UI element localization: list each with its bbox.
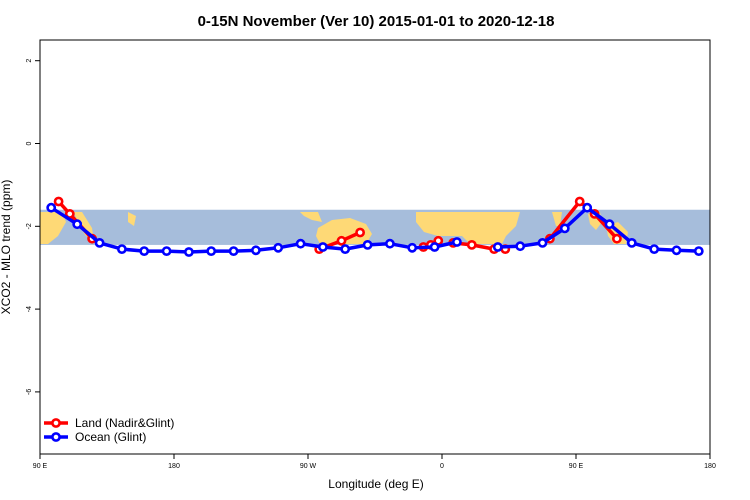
data-point (559, 223, 570, 234)
data-point (336, 235, 347, 246)
x-tick-label: 180 (168, 463, 180, 470)
y-tick-label: -4 (26, 306, 33, 312)
legend-swatch-marker (51, 418, 61, 428)
y-tick-label: -2 (26, 223, 33, 229)
data-point (362, 239, 373, 250)
data-point (429, 242, 440, 252)
x-axis-label: Longitude (deg E) (328, 477, 423, 491)
y-axis: -6 -4 -2 0 2 (26, 59, 40, 395)
data-point (466, 239, 477, 250)
data-point (53, 196, 64, 207)
data-point (161, 246, 172, 256)
y-tick-label: 2 (26, 59, 33, 63)
chart-title: 0-15N November (Ver 10) 2015-01-01 to 20… (198, 13, 555, 30)
y-tick-label: 0 (26, 141, 33, 145)
x-axis: 90 E 180 90 W 0 90 E 180 (33, 454, 716, 470)
legend-label: Ocean (Glint) (75, 430, 146, 444)
legend-item: Ocean (Glint) (44, 430, 146, 444)
data-point (407, 242, 418, 253)
x-tick-label: 180 (704, 463, 716, 470)
data-point (612, 233, 622, 244)
land-central-america (300, 212, 322, 222)
data-point (183, 247, 194, 257)
data-point (72, 219, 83, 230)
land-africa (416, 212, 520, 244)
data-point (582, 202, 593, 213)
land-asia-west (40, 212, 66, 244)
data-point (515, 241, 526, 252)
legend: Land (Nadir&Glint)Ocean (Glint) (44, 416, 174, 444)
data-point (384, 238, 395, 249)
data-point (574, 196, 585, 207)
x-tick-label: 90 E (569, 463, 584, 470)
x-tick-label: 90 W (300, 463, 317, 470)
data-point (273, 242, 284, 253)
data-point (295, 238, 306, 249)
data-point (46, 202, 57, 213)
series-ocean (46, 202, 704, 257)
data-point (451, 237, 462, 247)
plot-frame (39, 39, 711, 455)
series-layer (46, 196, 704, 257)
data-point (604, 219, 615, 230)
y-tick-label: -6 (26, 389, 33, 395)
data-point (117, 244, 127, 254)
legend-label: Land (Nadir&Glint) (75, 416, 174, 430)
data-point (206, 246, 217, 256)
data-point (228, 246, 239, 256)
data-point (139, 246, 150, 256)
data-point (250, 245, 261, 256)
data-point (537, 237, 548, 248)
data-point (492, 242, 503, 252)
data-point (94, 237, 105, 248)
legend-item: Land (Nadir&Glint) (44, 416, 174, 430)
data-point (340, 244, 351, 254)
x-tick-label: 0 (440, 463, 444, 470)
y-axis-label: XCO2 - MLO trend (ppm) (0, 180, 13, 315)
data-point (693, 246, 704, 256)
data-point (671, 245, 682, 256)
data-point (355, 227, 365, 238)
series-line-segment (497, 205, 699, 253)
data-point (317, 242, 328, 252)
land-india (552, 212, 562, 226)
land-south-america (316, 218, 372, 244)
x-tick-label: 90 E (33, 463, 48, 470)
data-point (649, 244, 660, 254)
data-point (626, 237, 637, 248)
land-philippines (128, 212, 136, 226)
legend-swatch-marker (51, 432, 61, 442)
